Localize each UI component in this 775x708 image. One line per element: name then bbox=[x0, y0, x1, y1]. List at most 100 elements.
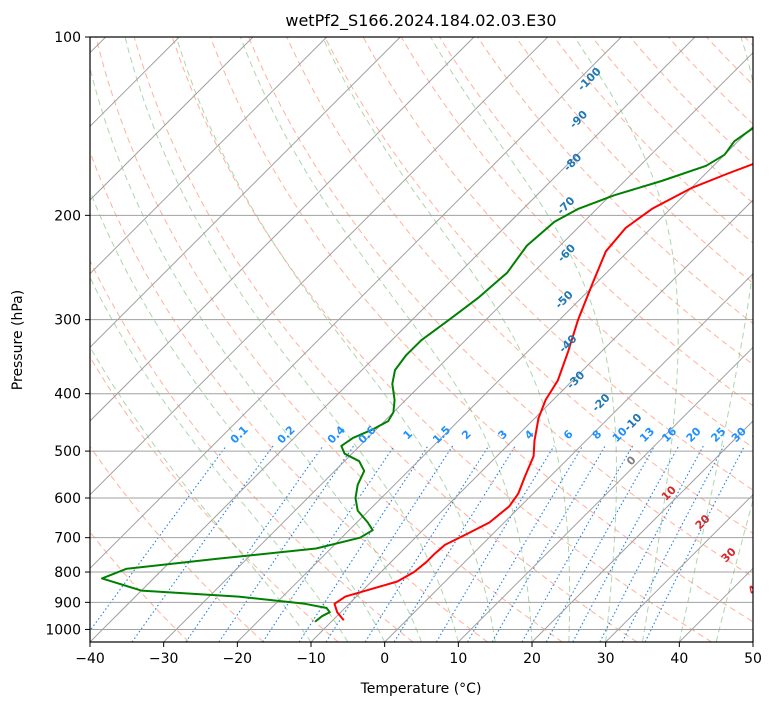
mixing-ratio-label: 36 bbox=[750, 425, 770, 445]
mixing-ratio-label: 16 bbox=[659, 425, 679, 445]
isotherm-line bbox=[605, 493, 753, 642]
moist-adiabat-line bbox=[322, 37, 571, 642]
x-tick-label: −20 bbox=[223, 651, 253, 667]
mixing-ratio-line bbox=[325, 445, 454, 642]
mixing-ratio-line bbox=[435, 445, 555, 642]
mixing-ratio-line bbox=[599, 445, 704, 642]
x-tick-label: −40 bbox=[75, 651, 105, 667]
isotherm-line bbox=[90, 37, 696, 642]
y-tick-label: 900 bbox=[54, 595, 81, 611]
temperature-profile-line bbox=[333, 162, 753, 621]
y-tick-label: 600 bbox=[54, 491, 81, 507]
x-tick-label: 30 bbox=[597, 651, 615, 667]
y-tick-label: 1000 bbox=[45, 622, 81, 638]
chart-title: wetPf2_S166.2024.184.02.03.E30 bbox=[285, 11, 556, 31]
y-tick-label: 500 bbox=[54, 444, 81, 460]
dry-adiabat-line bbox=[362, 37, 753, 449]
moist-adiabat-label: 0 bbox=[624, 453, 639, 468]
mixing-ratio-label: 13 bbox=[637, 425, 657, 445]
dry-adiabat-line bbox=[248, 37, 753, 578]
axes: −40 −30 −20 −10 0 10 20 30 40 5010009008007006005… bbox=[45, 30, 762, 667]
mixing-ratio-label: 1 bbox=[401, 427, 416, 442]
mixing-ratio-line bbox=[521, 445, 633, 642]
dry-adiabat-line bbox=[286, 37, 753, 534]
dry-adiabat-label: -60 bbox=[555, 241, 578, 264]
dry-adiabat-label: -20 bbox=[589, 391, 612, 414]
mixing-ratio-line bbox=[262, 445, 395, 642]
y-tick-label: 800 bbox=[54, 565, 81, 581]
y-axis-label: Pressure (hPa) bbox=[10, 290, 26, 390]
x-tick-label: 10 bbox=[449, 651, 467, 667]
isotherm-line bbox=[384, 272, 753, 642]
moist-adiabat-label: 10 bbox=[659, 483, 679, 503]
y-tick-label: 400 bbox=[54, 387, 81, 403]
dry-adiabat-label: -80 bbox=[561, 151, 584, 174]
mixing-ratio-line bbox=[131, 445, 274, 642]
mixing-ratio-label: 3 bbox=[496, 428, 511, 443]
x-tick-label: −10 bbox=[296, 651, 326, 667]
mixing-ratio-line bbox=[545, 445, 656, 642]
dry-adiabat-line bbox=[90, 150, 488, 642]
moist-adiabat-label: 20 bbox=[693, 512, 713, 532]
dry-adiabat-line bbox=[477, 37, 753, 325]
isotherm-line bbox=[90, 37, 622, 570]
x-tick-label: 0 bbox=[380, 651, 389, 667]
y-tick-label: 300 bbox=[54, 313, 81, 329]
dry-adiabat-line bbox=[133, 37, 638, 642]
mixing-ratio-label: 25 bbox=[708, 425, 728, 445]
moist-adiabat-line bbox=[90, 189, 386, 642]
y-tick-label: 200 bbox=[54, 208, 81, 224]
moist-adiabat-line bbox=[175, 37, 496, 642]
mixing-ratio-label: 0.6 bbox=[356, 423, 379, 446]
mixing-ratio-label: 0.2 bbox=[275, 423, 298, 446]
y-tick-label: 100 bbox=[54, 30, 81, 46]
mixing-ratio-label: 1.5 bbox=[430, 423, 453, 446]
moist-adiabat-line bbox=[715, 498, 753, 642]
isotherm-line bbox=[457, 346, 753, 642]
isotherm-line bbox=[163, 51, 753, 642]
moist-adiabat-label: 40 bbox=[745, 577, 765, 597]
moist-adiabat-line bbox=[678, 37, 753, 642]
dry-adiabat-line bbox=[629, 37, 753, 165]
mixing-ratio-line bbox=[185, 445, 324, 642]
dry-adiabat-line bbox=[706, 37, 753, 86]
mixing-ratio-label: 2 bbox=[459, 428, 474, 443]
isotherm-line bbox=[90, 37, 549, 496]
moist-adiabat-line bbox=[430, 37, 617, 642]
background-lines bbox=[90, 37, 753, 642]
dewpoint-profile-line bbox=[101, 126, 753, 623]
mixing-ratio-label: 20 bbox=[684, 425, 704, 445]
dry-adiabat-line bbox=[553, 37, 753, 244]
mixing-ratio-label: 8 bbox=[590, 428, 605, 443]
dry-adiabat-line bbox=[591, 37, 753, 204]
dry-adiabat-line bbox=[90, 259, 414, 642]
dry-adiabat-line bbox=[744, 37, 753, 47]
line-labels: -100-90-80-70-60-50-40-30-20-10010203040… bbox=[228, 65, 770, 598]
x-axis-label: Temperature (°C) bbox=[360, 681, 482, 697]
mixing-ratio-line bbox=[364, 445, 490, 642]
y-tick-label: 700 bbox=[54, 531, 81, 547]
dry-adiabat-label: -100 bbox=[575, 65, 604, 94]
isotherm-line bbox=[752, 641, 753, 642]
dry-adiabat-line bbox=[171, 37, 712, 642]
x-tick-label: 40 bbox=[670, 651, 688, 667]
mixing-ratio-line bbox=[90, 445, 227, 632]
isotherm-line bbox=[236, 125, 753, 642]
x-tick-label: 50 bbox=[744, 651, 762, 667]
moist-adiabat-line bbox=[90, 65, 422, 642]
moist-adiabat-line bbox=[90, 276, 349, 642]
mixing-ratio-line bbox=[218, 445, 355, 642]
x-tick-label: −30 bbox=[149, 651, 179, 667]
plot-frame bbox=[89, 36, 754, 643]
isotherm-line bbox=[310, 199, 753, 642]
isotherm-line bbox=[90, 37, 254, 201]
mixing-ratio-line bbox=[393, 445, 516, 642]
profile-lines bbox=[101, 126, 753, 623]
isotherm-line bbox=[90, 37, 401, 349]
x-tick-label: 20 bbox=[523, 651, 541, 667]
mixing-ratio-line bbox=[572, 445, 680, 642]
mixing-ratio-line bbox=[298, 445, 429, 642]
dry-adiabat-line bbox=[515, 37, 753, 284]
moist-adiabat-line bbox=[239, 37, 533, 642]
dry-adiabat-label: -40 bbox=[556, 332, 579, 355]
